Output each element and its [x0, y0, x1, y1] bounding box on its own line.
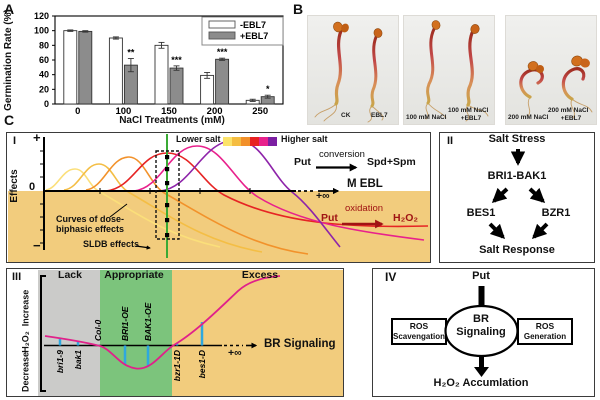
ros-generation-line2: Generation [523, 332, 567, 341]
y-tick-label: 20 [39, 84, 49, 94]
bar [215, 58, 230, 105]
oxidation-to: H₂O₂ [393, 212, 419, 224]
bar [200, 74, 215, 105]
chart-frame [54, 15, 284, 105]
photo-label: 200 mM NaCl [508, 114, 549, 121]
significance-stars: *** [171, 55, 182, 65]
node-bes1: BES1 [466, 207, 496, 219]
br-node-line1: BR [473, 313, 489, 325]
x-category-label: 250 [252, 106, 268, 117]
subpanel-iii-label: III [12, 271, 22, 283]
legend-lower-salt: Lower salt [176, 134, 221, 144]
infinity-iii: +∞ [228, 347, 242, 359]
y-tick-label: 60 [39, 55, 49, 65]
panel-b-label: B [293, 1, 304, 17]
salt-gradient-step [250, 137, 259, 146]
bar [78, 30, 93, 105]
bar [108, 37, 123, 105]
legend-label: -EBL7 [240, 20, 266, 30]
zone-label-excess: Excess [241, 269, 279, 281]
panel-a-label: A [4, 1, 15, 17]
node-salt-stress: Salt Stress [488, 133, 546, 145]
y-label-increase: Increase [20, 289, 31, 327]
subpanel-iv-label: IV [385, 270, 397, 284]
br-signaling-axis-label: BR Signaling [264, 338, 336, 350]
h2o2-accumulation-node: H₂O₂ Accumlation [433, 377, 529, 389]
bar [260, 96, 275, 105]
y-tick-label: 120 [34, 11, 49, 21]
legend-higher-salt: Higher salt [281, 134, 328, 144]
legend-swatch [208, 31, 236, 40]
y-label-h2o2: H₂O₂ [20, 331, 31, 353]
ros-scavengation-line1: ROS [409, 321, 429, 331]
y-axis-title: Germination Rate (%) [3, 9, 14, 111]
infinity-i: +∞ [316, 190, 330, 202]
effects-zero: 0 [29, 181, 36, 193]
panel-c-label: C [4, 112, 15, 128]
salt-gradient-step [232, 137, 241, 146]
ros-scavengation-box [391, 318, 447, 345]
y-tick-label: 40 [39, 70, 49, 80]
ros-generation-line1: ROS [535, 321, 555, 331]
chart-legend-box [201, 16, 284, 46]
zone-appropriate [100, 269, 172, 396]
legend-label: +EBL7 [240, 31, 268, 41]
y-tick-label: 0 [44, 99, 49, 109]
subpanel-i-label: I [13, 135, 17, 147]
x-end-label-mebl: M EBL [347, 178, 383, 190]
subpanel-ii-label: II [447, 135, 454, 147]
y-tick-label: 80 [39, 40, 49, 50]
significance-stars: ** [127, 48, 135, 58]
zone-label-lack: Lack [58, 269, 82, 281]
bar [245, 99, 260, 105]
bar [123, 64, 138, 105]
zone-lack [38, 269, 100, 396]
node-bzr1: BZR1 [541, 207, 571, 219]
photo-ck-ebl7 [307, 15, 399, 125]
bar [154, 44, 169, 105]
conversion-label: conversion [319, 149, 365, 160]
y-tick-label: 100 [34, 26, 49, 36]
y-label-decrease: Decrease [20, 351, 31, 393]
photo-label: +EBL7 [460, 115, 482, 122]
bar [169, 67, 184, 105]
effects-plus: + [33, 130, 41, 145]
salt-gradient-step [259, 137, 268, 146]
node-salt-response: Salt Response [479, 244, 555, 256]
salt-gradient-swatch [223, 137, 277, 146]
salt-gradient-step [268, 137, 277, 146]
note-curves-line1: Curves of dose- [56, 214, 125, 224]
significance-stars: * [266, 84, 270, 94]
ros-scavengation-line2: Scavengation [392, 332, 446, 341]
photo-label: 200 mM NaCl [548, 107, 589, 114]
significance-stars: *** [217, 47, 228, 57]
note-sldb: SLDB effects [83, 239, 140, 249]
photo-label: CK [341, 112, 351, 119]
photo-label: 100 mM NaCl [448, 107, 489, 114]
put-node: Put [472, 270, 490, 282]
note-curves-line2: biphasic effects [56, 224, 125, 234]
br-node-line2: Signaling [456, 326, 506, 338]
conversion-to: Spd+Spm [367, 156, 416, 168]
x-axis-title: NaCl Treatments (mM) [119, 115, 225, 126]
photo-label: 100 mM NaCl [406, 114, 447, 121]
photo-label: +EBL7 [560, 115, 582, 122]
effects-minus: − [33, 238, 41, 253]
zone-label-appropriate: Appropriate [104, 269, 164, 281]
photo-label: EBL7 [371, 112, 388, 119]
x-category-label: 0 [75, 106, 80, 117]
oxidation-from: Put [321, 212, 338, 224]
salt-gradient-step [223, 137, 232, 146]
oxidation-label: oxidation [345, 203, 384, 214]
legend-swatch [208, 20, 236, 29]
zone-excess [172, 269, 343, 396]
node-bri1-bak1: BRI1-BAK1 [487, 170, 547, 182]
salt-gradient-step [241, 137, 250, 146]
effects-axis-title: Effects [9, 169, 20, 203]
conversion-from: Put [294, 156, 311, 168]
bar [63, 30, 78, 105]
